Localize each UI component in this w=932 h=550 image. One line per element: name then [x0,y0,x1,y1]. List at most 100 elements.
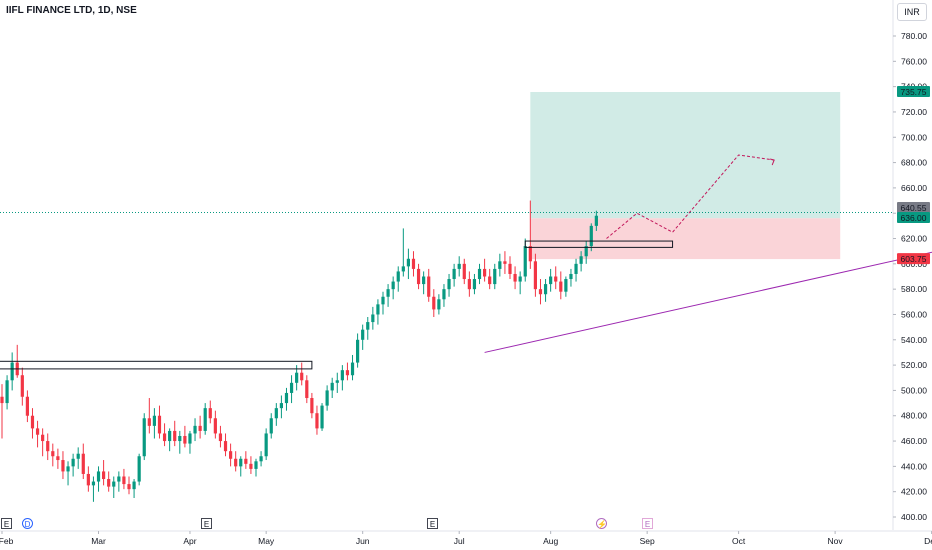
symbol-title[interactable]: IIFL FINANCE LTD, 1D, NSE [6,5,137,16]
candle-body [35,428,40,435]
candle-body [274,408,278,419]
price-label-text: 735.75 [901,87,927,97]
candle-body [96,471,101,482]
y-tick-label: 680.00 [901,158,927,168]
y-tick-label: 440.00 [901,461,927,471]
candle-body [10,362,14,381]
y-tick-label: 660.00 [901,183,927,193]
candle-body [46,441,50,452]
candle-body [198,425,202,431]
flash-marker[interactable]: ⚡ [596,518,607,529]
projection-arrowhead [770,158,775,166]
candle-body [589,225,593,247]
x-tick-label: Sep [640,536,655,546]
currency-button[interactable]: INR [897,3,927,21]
zone-box [0,360,313,370]
candle-body [305,380,309,399]
candle-body [442,289,446,300]
y-tick-label: 780.00 [901,31,927,41]
earnings-marker[interactable]: E [201,518,212,529]
y-tick-label: 620.00 [901,234,927,244]
candle-body [168,430,172,442]
y-tick-label: 540.00 [901,335,927,345]
candle-body [356,339,360,363]
price-label-badge [897,202,930,213]
y-tick-label: 460.00 [901,436,927,446]
candle-body [437,299,441,310]
y-tick-label: 420.00 [901,487,927,497]
candle-body [584,246,588,257]
candle-body [330,382,334,391]
candle-body [162,433,167,442]
dividend-marker[interactable]: D [22,518,33,529]
candle-body [132,481,136,490]
candle-body [376,304,380,315]
candle-body [279,403,283,409]
earnings-marker-upcoming[interactable]: E [642,518,653,529]
y-tick-label: 500.00 [901,385,927,395]
candle-body [335,380,339,383]
zone-box [524,240,674,248]
candle-body [5,380,9,404]
candle-body [594,215,598,226]
candle-body [452,268,456,280]
x-tick-label: Apr [183,536,196,546]
candle-body [289,382,294,393]
candle-body [543,284,548,295]
candle-body [579,256,583,264]
candle-body [107,479,111,487]
candle-body [117,476,121,482]
candle-body [254,461,258,469]
y-tick-label: 400.00 [901,512,927,522]
candle-body [488,276,492,285]
price-label-badge [897,86,930,98]
candle-body [183,435,187,444]
candle-body [325,390,329,406]
candle-body [81,453,85,474]
candle-body [25,396,29,416]
candle-body [152,415,156,426]
x-tick-label: Oct [732,536,746,546]
candle-body [61,460,65,472]
candle-body [523,246,527,277]
y-tick-label: 760.00 [901,56,927,66]
candle-body [538,289,543,295]
candle-body [137,456,141,482]
candle-body [427,276,431,297]
candle-body [66,466,70,472]
y-tick-label: 560.00 [901,309,927,319]
candle-body [20,375,24,397]
candle-body [229,451,233,459]
x-tick-label: Mar [91,536,106,546]
candle-body [533,261,537,290]
candle-body [157,415,162,434]
price-label-text: 640.55 [901,203,927,213]
earnings-marker[interactable]: E [1,518,12,529]
candle-body [178,435,182,442]
candle-body [56,456,60,461]
x-tick-label: Jul [454,536,465,546]
candle-body [498,261,502,269]
candle-body [310,398,314,414]
candle-body [127,484,131,490]
y-tick-label: 720.00 [901,107,927,117]
y-tick-label: 700.00 [901,132,927,142]
profit-zone [530,92,841,219]
candle-body [564,279,568,292]
candle-body [508,263,512,274]
candle-body [416,268,421,285]
candle-body [315,413,319,429]
candle-body [91,481,96,486]
candle-body [208,408,212,419]
x-tick-label: Aug [543,536,558,546]
price-label-badge [897,212,930,223]
y-tick-label: 480.00 [901,411,927,421]
candle-body [396,271,400,282]
candle-body [213,418,217,434]
candle-body [477,268,482,280]
candle-body [457,263,461,269]
candle-body [112,481,116,487]
earnings-marker[interactable]: E [427,518,438,529]
candle-body [371,314,375,323]
